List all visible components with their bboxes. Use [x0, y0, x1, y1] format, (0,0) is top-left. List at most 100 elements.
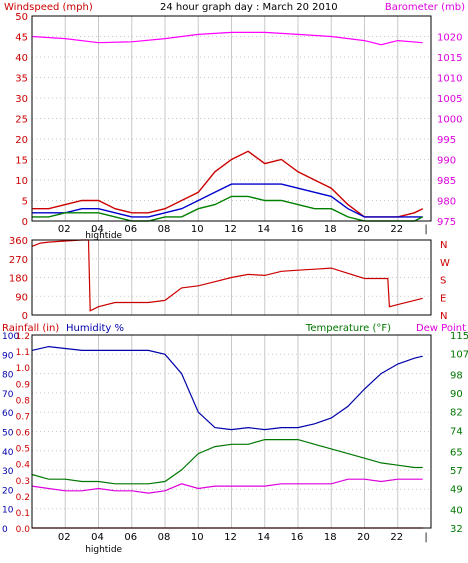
wind-tick-label: 20 — [15, 135, 28, 146]
x-tick-label: 14 — [257, 532, 270, 543]
wind-tick-label: 25 — [15, 115, 28, 126]
x-tick-label: 16 — [291, 224, 304, 235]
direction-plot-frame — [31, 239, 432, 316]
baro-tick-label: 990 — [437, 156, 456, 167]
x-tick-label: 16 — [291, 532, 304, 543]
series-baro-line — [31, 31, 423, 46]
wind-x-ticks: 02 04 06 08 10 12 14 16 18 20 22 | — [58, 224, 428, 235]
x-tick-label: 02 — [58, 532, 71, 543]
x-tick-label: 06 — [124, 224, 137, 235]
x-tick-label: 10 — [191, 224, 204, 235]
direction-left-ticks: 0 90 180 270 360 — [9, 236, 28, 322]
temperature-tick-label: 57 — [450, 466, 463, 477]
direction-tick-label: 270 — [9, 255, 28, 266]
x-tick-label: 12 — [224, 532, 237, 543]
barometer-axis-label: Barometer (mb) — [385, 2, 465, 13]
chart-title: 24 hour graph day : March 20 2010 — [160, 2, 338, 13]
x-tick-label: 20 — [357, 532, 370, 543]
x-tick-label: 06 — [124, 532, 137, 543]
wind-baro-panel: Windspeed (mph) 24 hour graph day : Marc… — [4, 2, 465, 241]
x-tick-label: | — [424, 224, 427, 235]
temperature-tick-label: 40 — [450, 505, 463, 516]
temperature-tick-label: 90 — [450, 389, 463, 400]
direction-tick-label: 180 — [9, 274, 28, 285]
rain-tick-label: 0.4 — [16, 461, 31, 471]
direction-tick-label: 360 — [9, 236, 28, 247]
rain-tick-label: 0.6 — [16, 429, 31, 439]
series-humidity-line — [31, 345, 423, 431]
tide-label: hightide — [85, 231, 122, 241]
humidity-tick-label: 80 — [2, 371, 14, 381]
x-tick-label: 22 — [390, 224, 403, 235]
x-tick-label: 20 — [357, 224, 370, 235]
humidity-temp-panel: Rainfall (in) Humidity % Temperature (°F… — [2, 323, 468, 555]
compass-tick-label: E — [440, 293, 446, 304]
temperature-axis-label: Temperature (°F) — [305, 323, 391, 334]
wind-series — [31, 31, 424, 222]
wind-grid — [32, 16, 431, 221]
baro-right-ticks: 975 980 985 990 995 1000 1005 1010 1015 1020 — [437, 33, 462, 229]
humidity-tick-label: 90 — [2, 351, 14, 361]
humidity-tick-label: 60 — [2, 409, 14, 419]
wind-left-ticks: 0 5 10 15 20 25 30 35 40 45 50 — [15, 12, 28, 228]
temperature-tick-label: 65 — [450, 447, 463, 458]
rain-tick-label: 0.9 — [16, 380, 31, 390]
wind-tick-label: 0 — [22, 217, 28, 228]
direction-tick-label: 0 — [22, 311, 28, 322]
rain-tick-label: 1.0 — [16, 364, 31, 374]
x-tick-label: 02 — [58, 224, 71, 235]
wind-plot-frame — [31, 15, 432, 222]
rain-tick-label: 0.5 — [16, 445, 30, 455]
rain-tick-label: 0.2 — [16, 493, 30, 503]
rain-tick-label: 1.2 — [16, 332, 30, 342]
humidity-tick-label: 10 — [2, 506, 14, 516]
baro-tick-label: 980 — [437, 197, 456, 208]
baro-tick-label: 995 — [437, 135, 456, 146]
wind-tick-label: 35 — [15, 74, 28, 85]
baro-tick-label: 1000 — [437, 115, 462, 126]
rain-tick-label: 0.1 — [16, 509, 30, 519]
humidity-tick-label: 100 — [2, 332, 19, 342]
baro-tick-label: 975 — [437, 217, 456, 228]
humidity-tick-label: 50 — [2, 429, 14, 439]
rain-tick-label: 0.8 — [16, 396, 31, 406]
wind-tick-label: 45 — [15, 33, 28, 44]
baro-tick-label: 1010 — [437, 74, 462, 85]
compass-tick-label: S — [440, 276, 446, 287]
humidity-axis-label: Humidity % — [66, 323, 124, 334]
wind-tick-label: 50 — [15, 12, 28, 23]
x-tick-label: 04 — [91, 224, 104, 235]
compass-tick-label: W — [440, 258, 450, 269]
baro-tick-label: 1020 — [437, 33, 462, 44]
humidity-left-ticks: 0 10 20 30 40 50 60 70 80 90 100 0.0 0.1 0.2 0.3 0.4 0.5… — [2, 332, 30, 535]
rain-tick-label: 1.1 — [16, 348, 30, 358]
rainfall-axis-label: Rainfall (in) — [2, 323, 59, 334]
baro-tick-label: 1015 — [437, 53, 462, 64]
temperature-tick-label: 32 — [450, 524, 463, 535]
humidity-tick-label: 20 — [2, 486, 14, 496]
humidity-x-ticks: 02 04 06 08 10 12 14 16 18 20 22 | — [58, 532, 428, 543]
windspeed-axis-label: Windspeed (mph) — [4, 2, 93, 13]
x-tick-label: 08 — [158, 532, 171, 543]
series-dewpoint-line — [31, 478, 423, 494]
rain-tick-label: 0.3 — [16, 477, 30, 487]
x-tick-label: 04 — [91, 532, 104, 543]
temperature-tick-label: 49 — [450, 484, 463, 495]
wind-tick-label: 5 — [22, 197, 28, 208]
x-tick-label: 18 — [324, 224, 337, 235]
humidity-tick-label: 40 — [2, 448, 14, 458]
humidity-tick-label: 30 — [2, 467, 14, 477]
baro-tick-label: 985 — [437, 176, 456, 187]
temperature-tick-label: 115 — [450, 331, 468, 342]
humidity-tick-label: 70 — [2, 390, 14, 400]
x-tick-label: 14 — [257, 224, 270, 235]
x-tick-label: 18 — [324, 532, 337, 543]
temperature-tick-label: 107 — [450, 350, 468, 361]
dewpoint-axis-label: Dew Point — [416, 323, 466, 334]
compass-tick-label: N — [440, 240, 447, 251]
direction-grid — [32, 240, 431, 315]
wind-tick-label: 10 — [15, 176, 28, 187]
humidity-grid — [32, 335, 431, 528]
temperature-tick-label: 82 — [450, 408, 463, 419]
